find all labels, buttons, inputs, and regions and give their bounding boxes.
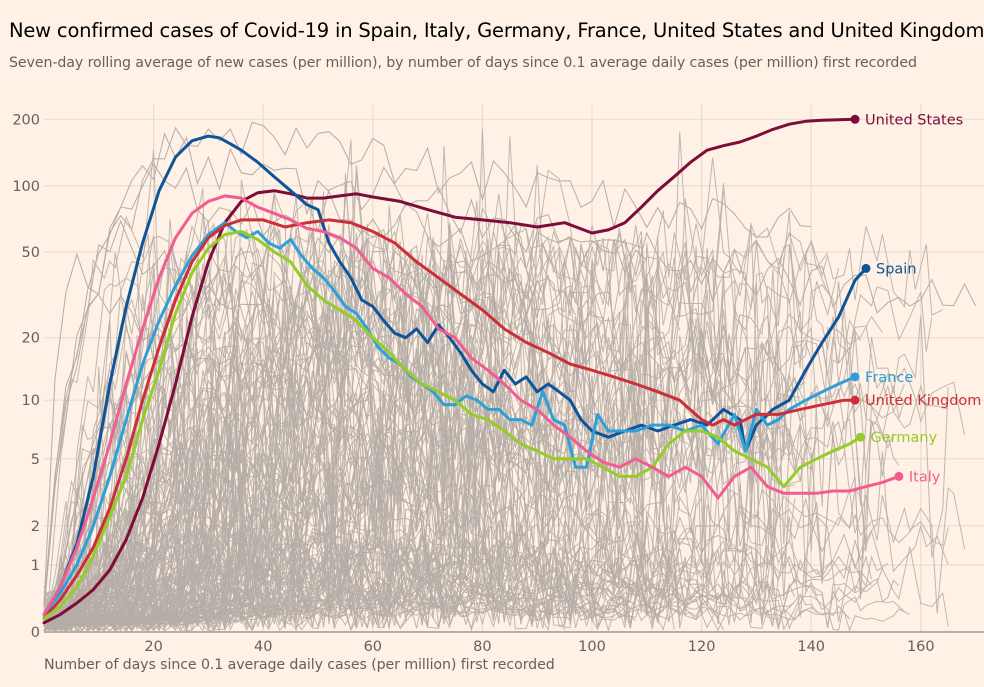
series-line-united-states [42, 117, 857, 625]
other-country-line [43, 252, 374, 606]
series-line-spain [42, 134, 868, 620]
y-tick-label: 20 [22, 331, 40, 347]
series-end-marker-united-kingdom [850, 395, 860, 405]
x-tick-label: 40 [254, 639, 272, 655]
y-axis: 0 1 2 5 10 20 50 100 200 [12, 112, 40, 641]
other-country-line [43, 157, 829, 625]
y-tick-label: 100 [12, 179, 40, 195]
series-label-spain: Spain [876, 261, 917, 277]
other-country-line [43, 457, 193, 626]
y-tick-label: 50 [22, 245, 40, 261]
series-end-marker-spain [861, 263, 871, 273]
other-country-line [43, 597, 253, 627]
series-label-italy: Italy [909, 469, 941, 485]
y-tick-label: 10 [22, 393, 40, 409]
other-country-line [43, 503, 796, 632]
other-country-line [43, 121, 812, 604]
other-country-line [43, 290, 807, 632]
y-tick-label: 0 [31, 625, 40, 641]
y-tick-label: 5 [31, 452, 40, 468]
other-country-line [43, 219, 429, 608]
other-country-line [43, 296, 626, 626]
series-line-germany [42, 230, 862, 620]
series-line-united-kingdom [42, 218, 857, 620]
y-tick-label: 2 [31, 519, 40, 535]
other-country-line [43, 530, 900, 632]
series-end-marker-italy [894, 471, 904, 481]
y-tick-label: 1 [31, 558, 40, 574]
series-label-france: France [865, 370, 913, 386]
other-country-line [43, 166, 977, 613]
x-tick-label: 160 [907, 639, 935, 655]
other-country-line [43, 327, 527, 628]
other-country-line [43, 264, 166, 622]
other-country-line [43, 165, 861, 631]
other-country-line [43, 528, 779, 628]
other-country-line [43, 406, 445, 629]
series-line-italy [42, 194, 901, 616]
other-country-line [43, 132, 648, 612]
other-country-line [43, 297, 549, 626]
highlighted-series: United States Spain France United Kingdom Ge… [42, 112, 981, 625]
series-end-marker-france [850, 372, 860, 382]
other-country-line [43, 325, 604, 628]
series-end-marker-united-states [850, 114, 860, 124]
y-tick-label: 200 [12, 112, 40, 128]
other-country-line [43, 457, 949, 632]
other-country-line [43, 541, 423, 633]
other-country-line [43, 293, 806, 632]
chart-title: New confirmed cases of Covid-19 in Spain… [9, 19, 984, 42]
other-country-line [43, 471, 270, 632]
x-tick-label: 100 [578, 639, 606, 655]
other-country-line [43, 343, 620, 627]
other-country-line [43, 545, 818, 632]
x-tick-label: 140 [797, 639, 825, 655]
x-tick-label: 80 [473, 639, 491, 655]
x-tick-label: 60 [364, 639, 382, 655]
other-country-line [43, 586, 236, 632]
other-country-line [43, 550, 566, 632]
chart-subtitle: Seven-day rolling average of new cases (… [9, 55, 917, 71]
other-country-line [43, 487, 872, 623]
series-end-marker-germany [856, 432, 866, 442]
series-label-united-kingdom: United Kingdom [865, 393, 981, 409]
series-label-germany: Germany [871, 430, 938, 446]
x-axis-label: Number of days since 0.1 average daily c… [44, 657, 555, 673]
x-tick-label: 20 [144, 639, 162, 655]
x-axis: 20 40 60 80 100 120 140 160 [44, 631, 984, 655]
x-tick-label: 120 [688, 639, 716, 655]
other-country-line [43, 462, 867, 630]
series-label-united-states: United States [865, 112, 963, 128]
other-countries-lines [43, 121, 977, 633]
